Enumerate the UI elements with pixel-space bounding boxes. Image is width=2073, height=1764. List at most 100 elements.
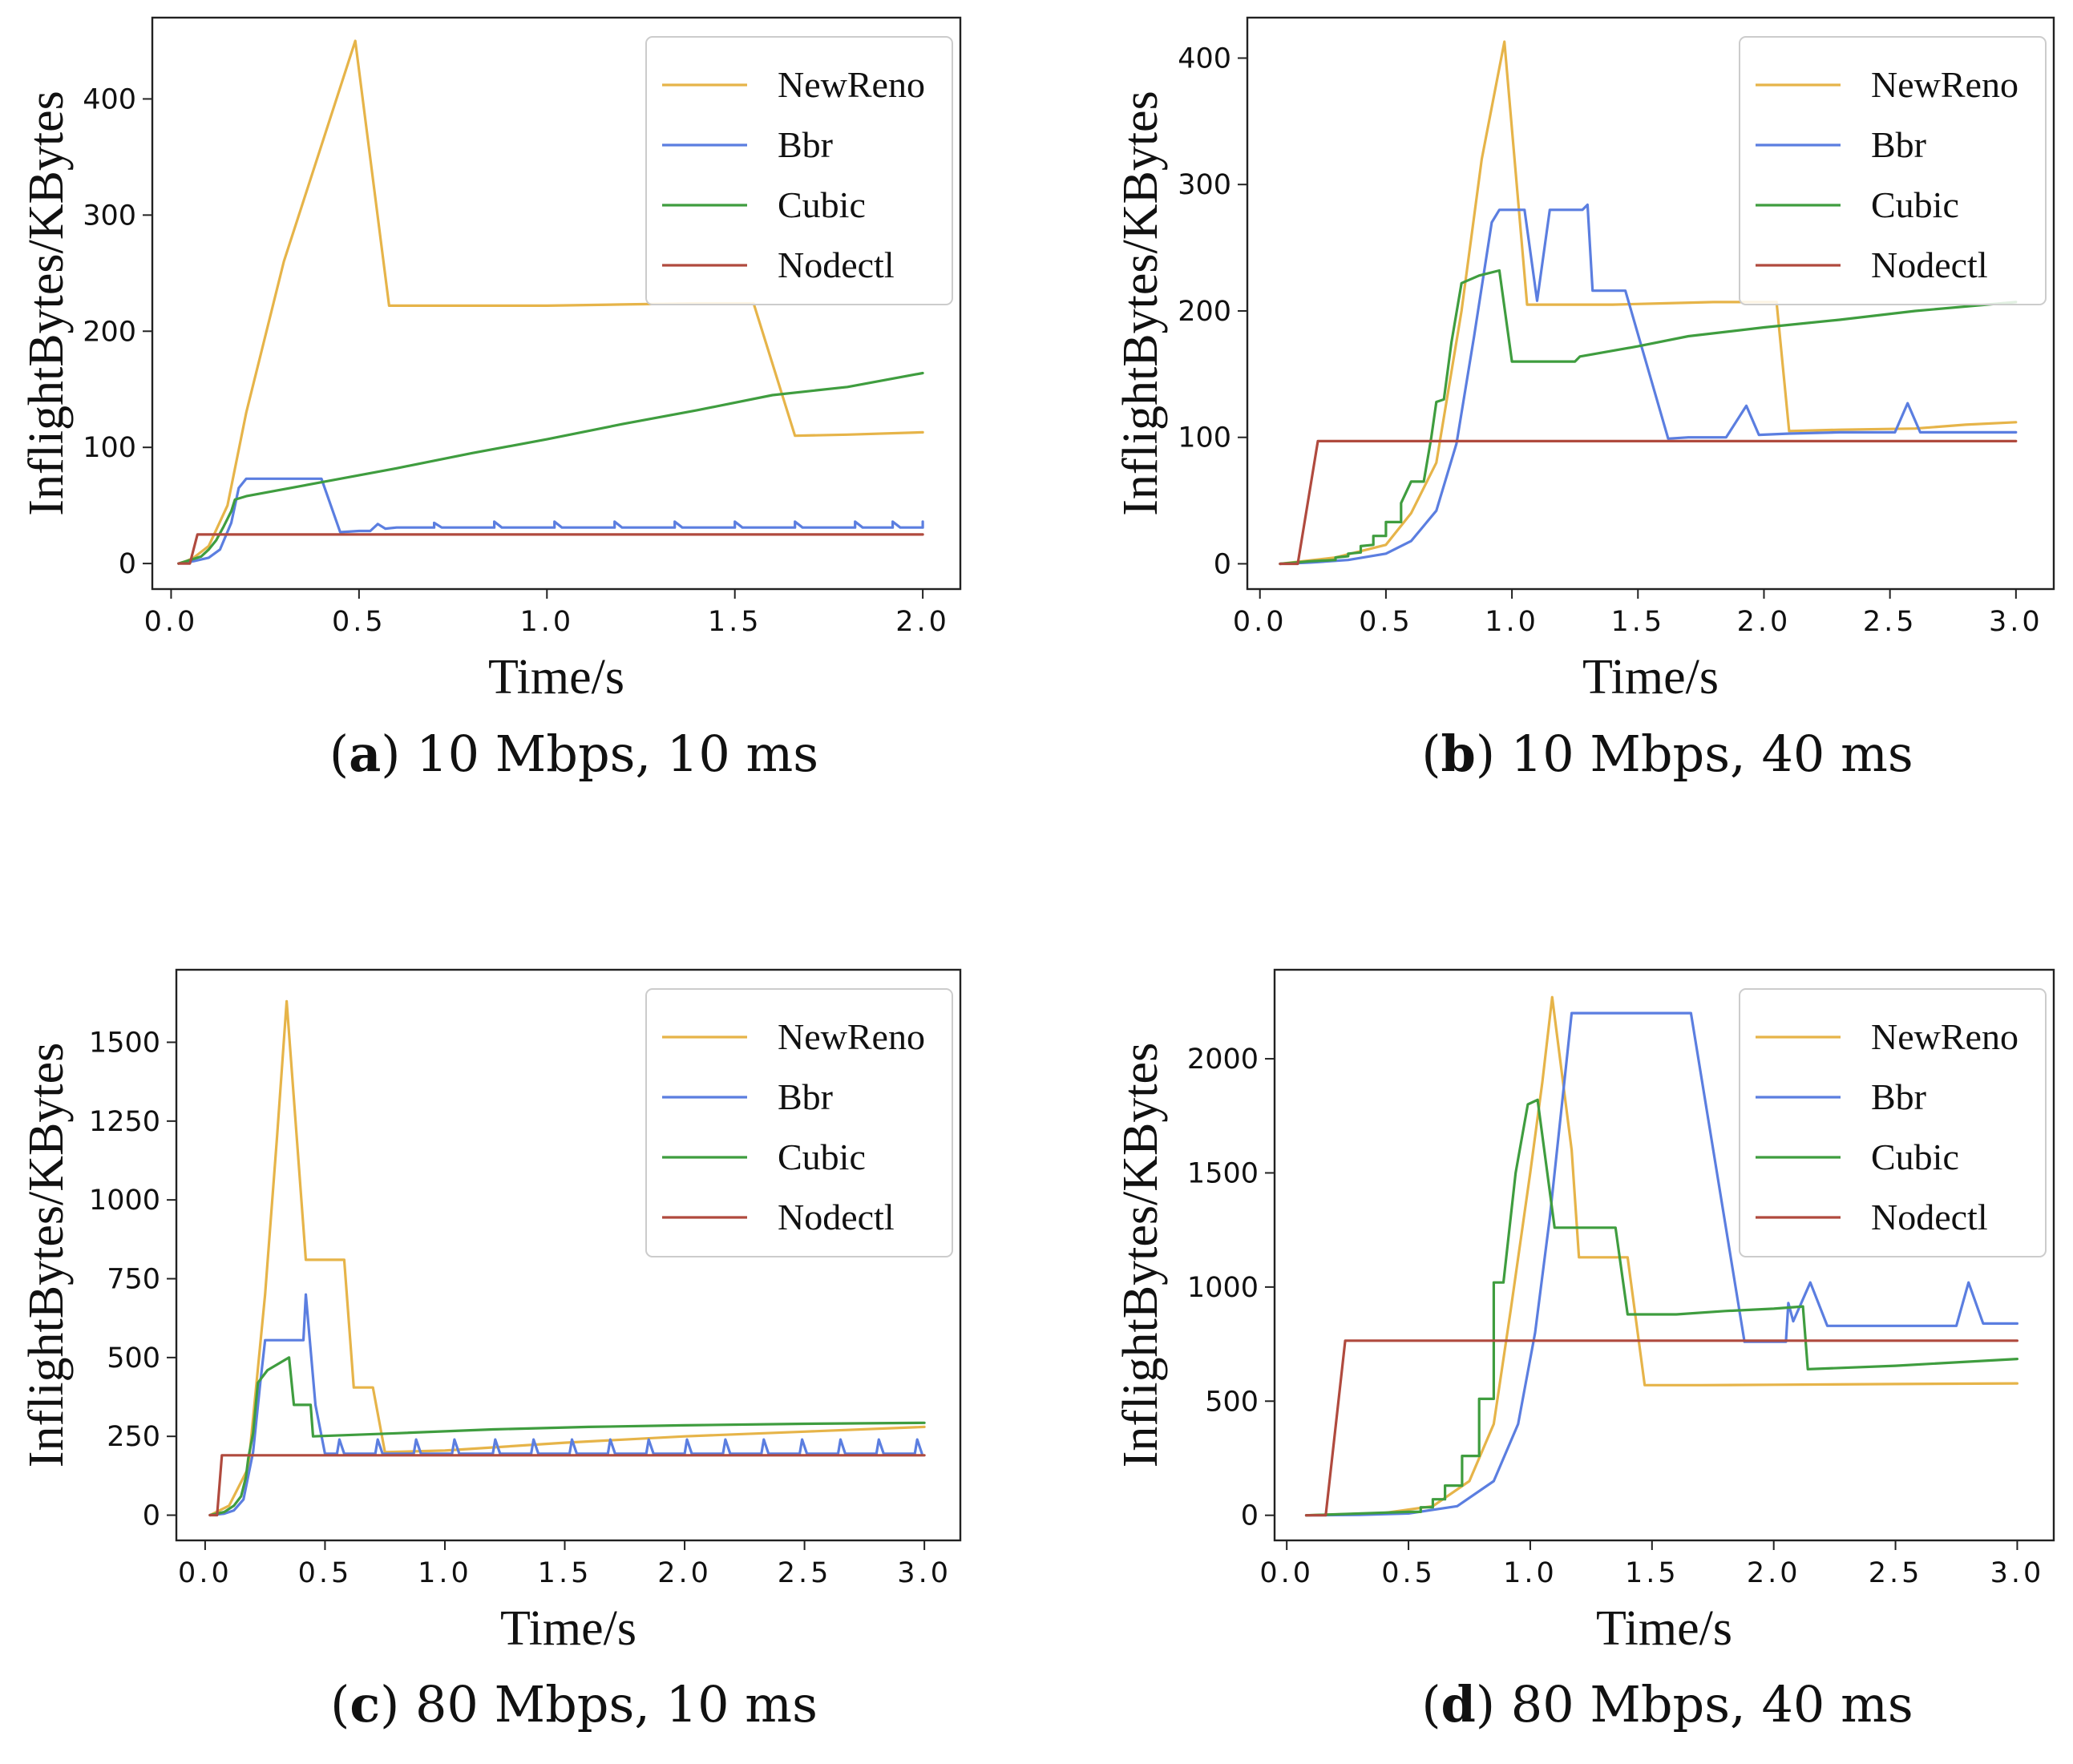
series-line-newreno xyxy=(208,999,926,1517)
x-tick-label: 0.5 xyxy=(1359,606,1413,638)
x-axis-label: Time/s xyxy=(488,650,624,704)
x-axis-label: Time/s xyxy=(1596,1601,1732,1656)
legend-label-newreno: NewReno xyxy=(1871,1016,2018,1057)
x-tick-label: 1.0 xyxy=(1503,1557,1558,1589)
series-line-newreno xyxy=(1279,40,2018,566)
legend-label-bbr: Bbr xyxy=(1871,124,1926,165)
x-tick-label: 1.5 xyxy=(1625,1557,1679,1589)
legend-label-bbr: Bbr xyxy=(778,124,833,165)
legend: NewReno Bbr Cubic Nodectl xyxy=(1739,36,2047,305)
plot-frame xyxy=(175,968,962,1542)
x-tick-label: 2.0 xyxy=(895,606,950,638)
chart-panel-c: 0.0 0.5 1.0 1.5 2.0 2.5 3.0 0 250 500 750 1000 1250 1… xyxy=(19,968,962,1734)
y-tick-label: 300 xyxy=(1178,169,1231,201)
legend-box xyxy=(645,36,953,305)
legend-label-cubic: Cubic xyxy=(1871,184,1959,225)
series-lines xyxy=(1279,40,2018,566)
y-tick-label: 1000 xyxy=(1187,1272,1259,1304)
y-tick-label: 1500 xyxy=(1187,1157,1259,1189)
series-lines xyxy=(177,39,924,565)
x-tick-label: 1.0 xyxy=(519,606,574,638)
plot-frame xyxy=(1246,16,2055,591)
x-tick-label: 3.0 xyxy=(897,1557,952,1589)
x-tick-label: 0.0 xyxy=(1233,606,1287,638)
legend-box xyxy=(1739,36,2047,305)
y-tick-label: 2000 xyxy=(1187,1043,1259,1076)
legend-label-nodectl: Nodectl xyxy=(1871,244,1988,285)
chart-panel-d: 0.0 0.5 1.0 1.5 2.0 2.5 3.0 0 500 1000 1500 2000 Tim… xyxy=(1113,968,2055,1734)
legend: NewReno Bbr Cubic Nodectl xyxy=(645,36,953,305)
y-tick-label: 0 xyxy=(143,1500,160,1532)
series-lines xyxy=(1304,995,2018,1517)
x-tick-label: 1.0 xyxy=(1485,606,1539,638)
legend-label-newreno: NewReno xyxy=(778,64,925,105)
y-tick-label: 500 xyxy=(107,1342,160,1374)
legend: NewReno Bbr Cubic Nodectl xyxy=(1739,988,2047,1257)
x-tick-label: 0.5 xyxy=(332,606,386,638)
plot-frame xyxy=(1273,968,2055,1542)
y-tick-label: 0 xyxy=(1241,1500,1259,1532)
y-tick-label: 1000 xyxy=(89,1185,160,1217)
x-tick-label: 1.5 xyxy=(708,606,762,638)
y-axis-label: InflightBytes/KBytes xyxy=(19,1043,74,1467)
legend-label-newreno: NewReno xyxy=(778,1016,925,1057)
x-tick-label: 2.0 xyxy=(657,1557,712,1589)
y-tick-label: 200 xyxy=(1178,296,1231,328)
x-tick-label: 0.5 xyxy=(298,1557,353,1589)
y-axis-label: InflightBytes/KBytes xyxy=(1113,91,1168,515)
subfigure-caption: (b) 10 Mbps, 40 ms xyxy=(1421,725,1913,783)
series-line-bbr xyxy=(177,477,924,565)
plot-frame xyxy=(151,16,962,591)
subfigure-caption: (d) 80 Mbps, 40 ms xyxy=(1421,1675,1913,1734)
y-axis-label: InflightBytes/KBytes xyxy=(1113,1043,1168,1467)
x-tick-label: 2.5 xyxy=(1869,1557,1923,1589)
legend-label-bbr: Bbr xyxy=(778,1076,833,1117)
x-tick-label: 1.5 xyxy=(1610,606,1665,638)
legend-label-nodectl: Nodectl xyxy=(778,244,895,285)
subfigure-caption: (c) 80 Mbps, 10 ms xyxy=(330,1675,818,1734)
series-line-nodectl xyxy=(177,533,924,565)
series-line-cubic xyxy=(177,371,924,565)
y-tick-label: 400 xyxy=(83,83,136,115)
y-tick-label: 500 xyxy=(1205,1386,1259,1418)
y-tick-label: 400 xyxy=(1178,42,1231,75)
series-line-newreno xyxy=(177,39,924,565)
y-tick-label: 0 xyxy=(119,548,136,580)
y-tick-label: 250 xyxy=(107,1421,160,1453)
x-tick-label: 1.5 xyxy=(538,1557,592,1589)
y-tick-label: 1500 xyxy=(89,1027,160,1059)
legend-label-cubic: Cubic xyxy=(778,1136,866,1177)
y-tick-label: 200 xyxy=(83,316,136,348)
legend-label-nodectl: Nodectl xyxy=(778,1197,895,1237)
x-tick-label: 0.5 xyxy=(1381,1557,1436,1589)
legend-box xyxy=(1739,988,2047,1257)
y-tick-label: 1250 xyxy=(89,1106,160,1138)
x-tick-label: 1.0 xyxy=(418,1557,472,1589)
x-axis-label: Time/s xyxy=(1582,650,1719,704)
series-line-cubic xyxy=(208,1356,926,1517)
x-tick-label: 2.5 xyxy=(1863,606,1917,638)
legend-label-cubic: Cubic xyxy=(778,184,866,225)
series-line-nodectl xyxy=(1279,439,2018,566)
series-line-cubic xyxy=(1304,1098,2018,1517)
series-line-bbr xyxy=(208,1293,923,1517)
legend-label-bbr: Bbr xyxy=(1871,1076,1926,1117)
y-tick-label: 750 xyxy=(107,1264,160,1296)
series-line-newreno xyxy=(1304,995,2018,1517)
x-tick-label: 2.0 xyxy=(1747,1557,1801,1589)
x-axis-label: Time/s xyxy=(500,1601,636,1656)
y-tick-label: 100 xyxy=(1178,422,1231,454)
legend-label-cubic: Cubic xyxy=(1871,1136,1959,1177)
x-tick-label: 3.0 xyxy=(1989,606,2043,638)
y-tick-label: 0 xyxy=(1214,548,1231,580)
subfigure-caption: (a) 10 Mbps, 10 ms xyxy=(329,725,818,783)
x-tick-label: 0.0 xyxy=(144,606,199,638)
y-axis-label: InflightBytes/KBytes xyxy=(19,91,74,515)
series-line-bbr xyxy=(1279,203,2018,566)
series-lines xyxy=(208,999,926,1517)
x-tick-label: 0.0 xyxy=(178,1557,232,1589)
legend-label-nodectl: Nodectl xyxy=(1871,1197,1988,1237)
series-line-cubic xyxy=(1279,268,2018,566)
legend: NewReno Bbr Cubic Nodectl xyxy=(645,988,953,1257)
